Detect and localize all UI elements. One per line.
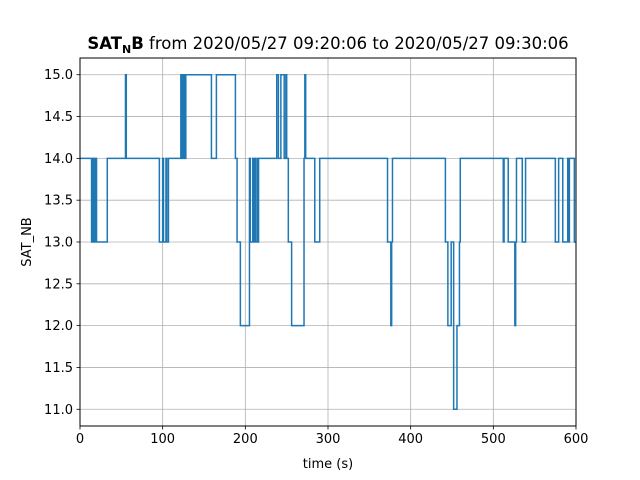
x-tick-label: 600 [564,432,589,447]
y-tick-label: 15.0 [44,68,73,83]
x-tick-label: 200 [233,432,258,447]
x-tick-label: 400 [398,432,423,447]
y-tick-label: 14.5 [44,110,73,125]
x-axis-label: time (s) [303,457,353,472]
chart-title-main: SAT [87,34,122,53]
y-tick-label: 12.5 [44,277,73,292]
y-tick-label: 13.0 [44,236,73,251]
x-tick-label: 500 [481,432,506,447]
y-tick-label: 14.0 [44,152,73,167]
x-tick-label: 300 [316,432,341,447]
y-tick-label: 11.0 [44,403,73,418]
y-tick-label: 12.0 [44,319,73,334]
ticks: 0 100 200 300 400 500 600 11.0 11.5 12.0 12.5 13.0 1… [44,68,588,447]
y-tick-label: 13.5 [44,194,73,209]
plot-frame [79,57,577,427]
chart-title-subscript: N [122,43,131,56]
chart-title-rest: from 2020/05/27 09:20:06 to 2020/05/27 0… [144,34,569,53]
x-tick-label: 0 [76,432,84,447]
x-tick-label: 100 [150,432,175,447]
series-line [80,73,576,411]
chart-title: SATNB from 2020/05/27 09:20:06 to 2020/0… [87,34,568,56]
chart-title-main-tail: B [131,34,144,53]
y-tick-label: 11.5 [44,361,73,376]
y-axis-label: SAT_NB [20,217,35,266]
series-layer [80,73,576,411]
